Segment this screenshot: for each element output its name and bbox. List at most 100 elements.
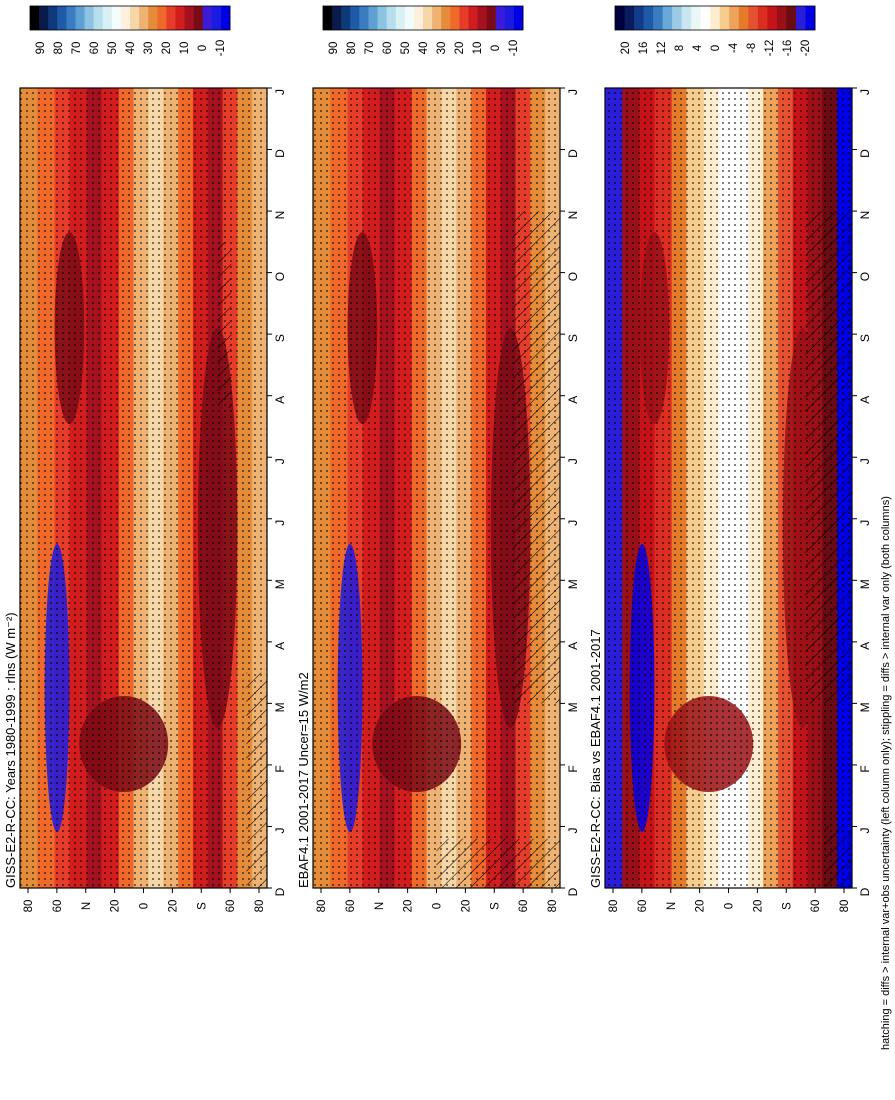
p1-month-label: O [273, 272, 287, 281]
p1-month-label: D [273, 149, 287, 158]
p1-month-label: J [273, 520, 287, 526]
p2-colorbar-segment [350, 6, 360, 30]
p3-colorbar-segment [776, 6, 787, 30]
p3-colorbar-segment [672, 6, 683, 30]
p2-lat-label: 80 [547, 900, 559, 913]
p3-colorbar-segment [738, 6, 749, 30]
p3-lat-label: 60 [810, 900, 822, 913]
panel-1-colorbar: 90 80 70 60 50 40 30 20 10 0 -10 [29, 5, 231, 57]
panel-1-month-ticks: D J F M A M J J A S O N D J [267, 87, 287, 896]
p1-month-label: D [273, 887, 287, 896]
p2-colorbar-segment [359, 6, 369, 30]
p3-colorbar-segment [681, 6, 692, 30]
p2-lat-label: 60 [518, 900, 530, 913]
p3-colorbar-segment [786, 6, 797, 30]
p3-month-label: M [858, 702, 872, 712]
p1-colorbar-segment [93, 6, 104, 30]
p2-hatch-region [436, 838, 560, 888]
p3-month-label: J [858, 827, 872, 833]
p3-colorbar-segment [624, 6, 635, 30]
p2-colorbar-label: 0 [490, 45, 502, 51]
p2-colorbar-segment [386, 6, 397, 30]
p3-colorbar-segment [653, 6, 664, 30]
p2-colorbar-segment [495, 6, 506, 30]
panel-2-colorbar: 90 80 70 60 50 40 30 20 10 0 -10 [322, 5, 524, 56]
panel-2-month-ticks: D J F M A M J J A S O N D J [560, 87, 580, 896]
p3-month-label: M [858, 579, 872, 589]
p3-lat-label: 80 [608, 900, 620, 913]
p1-month-label: A [273, 396, 287, 404]
p3-month-label: D [858, 149, 872, 158]
p2-colorbar-segment [323, 6, 333, 30]
p3-month-label: D [858, 887, 872, 896]
p1-colorbar-segment [75, 6, 85, 30]
p3-lat-label: 20 [695, 900, 707, 913]
p2-colorbar-segment [368, 6, 378, 30]
panel-2-hatching [436, 211, 560, 888]
p3-colorbar-segment [729, 6, 740, 30]
p2-colorbar-segment [423, 6, 433, 30]
p2-lat-label: 60 [345, 900, 357, 913]
p3-colorbar-segment [615, 6, 625, 30]
p3-colorbar-label: -8 [746, 43, 758, 53]
p3-month-label: A [858, 396, 872, 404]
p3-colorbar-label: 16 [638, 42, 650, 55]
p2-month-label: D [566, 887, 580, 896]
p3-month-label: F [858, 765, 872, 772]
p2-month-label: O [566, 272, 580, 281]
figure-caption: hatching = diffs > internal var+obs unce… [880, 496, 892, 1050]
p3-colorbar-segment [767, 6, 778, 30]
p2-month-label: D [566, 149, 580, 158]
p3-colorbar-label: 0 [710, 45, 722, 51]
panel-2: D J F M A M J J A S O N D J 80 60 N 20 0 20 S 60 80 EBAF4.1 2… [296, 5, 580, 912]
p2-colorbar-label: 30 [436, 42, 448, 55]
p3-month-label: J [858, 520, 872, 526]
p1-month-label: M [273, 702, 287, 712]
p3-colorbar-segment [795, 6, 806, 30]
p2-month-label: J [566, 458, 580, 464]
p3-lat-label: 80 [839, 900, 851, 913]
p1-month-label: J [273, 827, 287, 833]
p1-hatch-region [217, 241, 232, 408]
p1-colorbar-segment [102, 6, 113, 30]
p1-colorbar-segment [39, 6, 49, 30]
p1-lat-label: 80 [23, 900, 35, 913]
p1-colorbar-segment [148, 6, 158, 30]
p1-colorbar-label: 80 [53, 42, 65, 55]
p3-colorbar-segment [748, 6, 759, 30]
panel-1-hatching [217, 241, 267, 888]
p1-lat-label: S [196, 902, 208, 910]
p1-lat-label: N [81, 902, 93, 910]
panel-3-latitude-ticks: 80 60 N 20 0 20 S 60 80 [608, 888, 851, 912]
p1-colorbar-segment [57, 6, 67, 30]
p2-month-label: J [566, 89, 580, 95]
panel-3-title: GISS-E2-R-CC: Bias vs EBAF4.1 2001-2017 [588, 629, 603, 888]
p1-lat-label: 0 [139, 903, 151, 909]
p1-colorbar-segment [175, 6, 185, 30]
p1-colorbar-label: 30 [143, 42, 155, 55]
p2-colorbar-segment [377, 6, 388, 30]
p2-colorbar-segment [432, 6, 442, 30]
p3-hatch-region [805, 211, 852, 704]
p1-colorbar-segment [166, 6, 176, 30]
p3-lat-label: S [781, 902, 793, 910]
panel-2-latitude-ticks: 80 60 N 20 0 20 S 60 80 [316, 888, 559, 912]
p1-lat-label: 20 [167, 900, 179, 913]
p1-month-label: N [273, 211, 287, 220]
p3-colorbar-segment [805, 6, 816, 30]
p2-colorbar-segment [513, 6, 524, 30]
p1-colorbar-label: -10 [215, 40, 227, 57]
p3-month-label: S [858, 334, 872, 342]
p3-month-label: N [858, 211, 872, 220]
p1-colorbar-segment [30, 6, 40, 30]
p2-lat-label: S [489, 902, 501, 910]
p1-hatch-region [246, 672, 267, 888]
panel-3-hatching [805, 211, 852, 888]
p1-colorbar-frame [29, 5, 231, 31]
p3-colorbar-segment [634, 6, 644, 30]
p3-colorbar-label: -20 [800, 40, 812, 57]
p3-lat-label: 0 [724, 903, 736, 909]
panel-1-title: GISS-E2-R-CC: Years 1980-1999 : rlns (W … [3, 612, 18, 888]
p2-colorbar-label: 80 [346, 42, 358, 55]
p1-month-label: A [273, 642, 287, 650]
